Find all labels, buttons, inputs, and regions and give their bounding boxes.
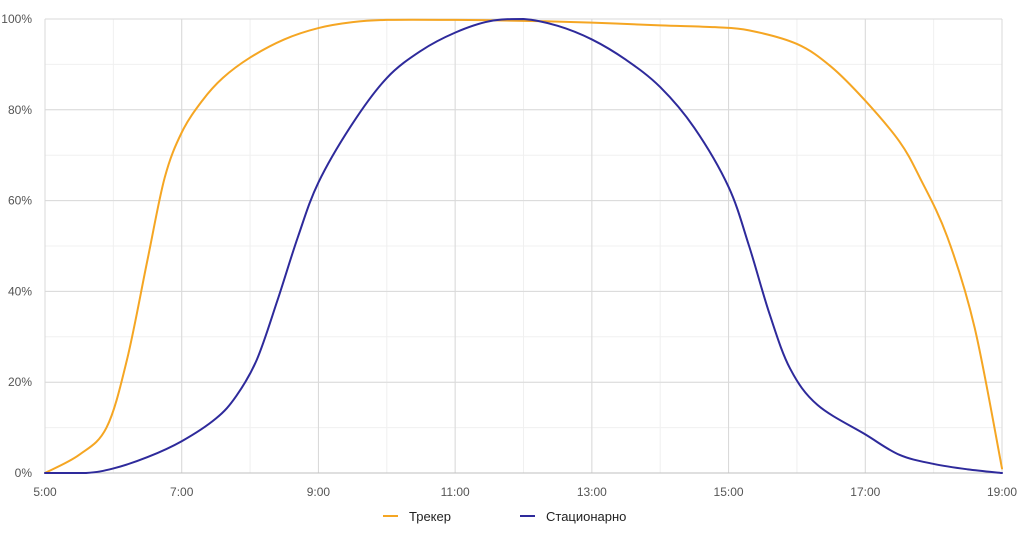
series-line-1: [44, 18, 1003, 474]
y-tick-label: 40%: [8, 284, 32, 298]
x-tick-label: 11:00: [441, 485, 470, 499]
x-tick-label: 19:00: [987, 485, 1017, 499]
x-tick-label: 7:00: [170, 485, 194, 499]
x-tick-label: 13:00: [577, 485, 607, 499]
y-tick-label: 60%: [8, 194, 32, 208]
y-tick-label: 0%: [15, 466, 33, 480]
x-tick-label: 15:00: [714, 485, 744, 499]
legend-label: Трекер: [409, 509, 451, 524]
major-grid: [44, 18, 1003, 474]
x-axis-labels: 5:00 7:00 9:00 11:00 13:00 15:00 17:00 19:00: [33, 485, 1017, 499]
legend: Трекер Стационарно: [383, 509, 626, 524]
series-line-0: [44, 18, 1003, 474]
series-layer: [44, 18, 1003, 474]
x-tick-label: 17:00: [850, 485, 880, 499]
y-axis-labels: 0% 20% 40% 60% 80% 100%: [1, 12, 32, 480]
y-tick-label: 80%: [8, 103, 32, 117]
legend-label: Стационарно: [546, 509, 626, 524]
x-tick-label: 5:00: [33, 485, 57, 499]
x-tick-label: 9:00: [307, 485, 331, 499]
y-tick-label: 20%: [8, 375, 32, 389]
y-tick-label: 100%: [1, 12, 32, 26]
minor-grid: [44, 18, 1003, 474]
